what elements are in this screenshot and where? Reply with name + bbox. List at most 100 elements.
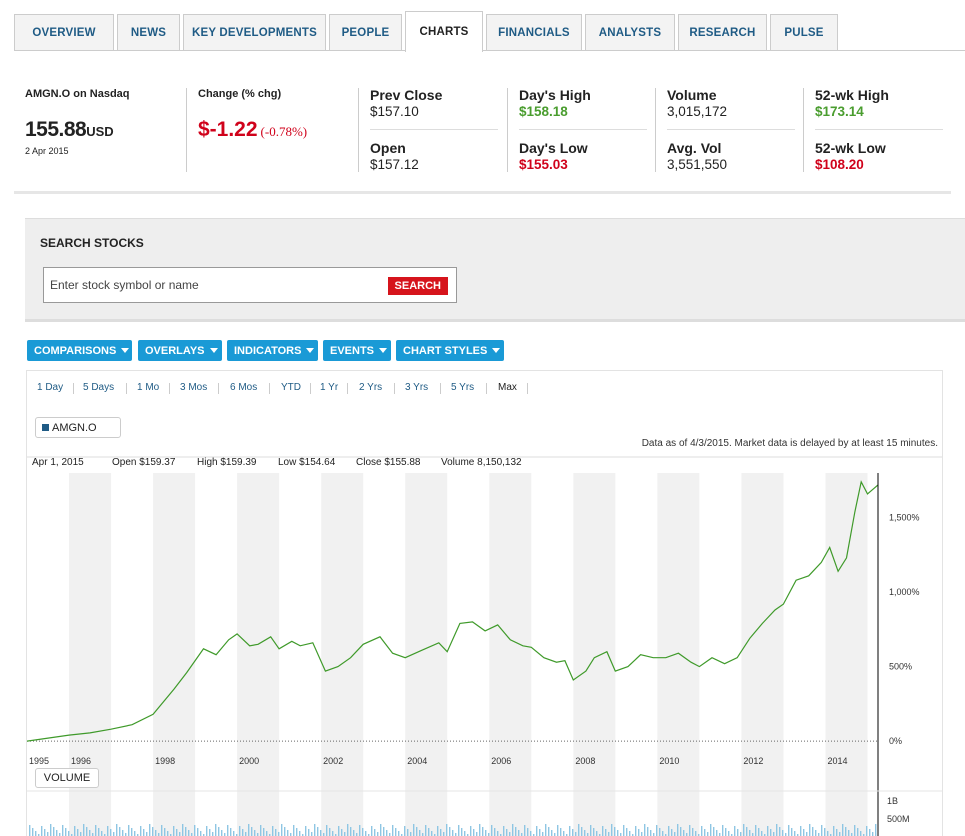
overlays-dropdown[interactable]: OVERLAYS bbox=[138, 340, 222, 361]
tab-analysts[interactable]: ANALYSTS bbox=[585, 14, 675, 50]
range-max[interactable]: Max bbox=[498, 382, 517, 393]
range-5-days[interactable]: 5 Days bbox=[83, 382, 115, 393]
year-bands bbox=[69, 473, 868, 836]
stat-label: Day's High bbox=[519, 87, 591, 103]
range-2-yrs[interactable]: 2 Yrs bbox=[359, 382, 383, 393]
y-tick-label: 1,500% bbox=[889, 513, 920, 523]
volume-bar bbox=[443, 832, 445, 836]
volume-bar bbox=[470, 826, 472, 836]
volume-bar bbox=[233, 831, 235, 836]
volume-bar bbox=[116, 824, 118, 836]
volume-bar bbox=[632, 834, 634, 836]
volume-bar bbox=[869, 829, 871, 836]
volume-bar bbox=[707, 832, 709, 836]
volume-bar bbox=[35, 831, 37, 836]
volume-bar bbox=[518, 830, 520, 836]
events-dropdown[interactable]: EVENTS bbox=[323, 340, 391, 361]
tab-key-developments[interactable]: KEY DEVELOPMENTS bbox=[183, 14, 326, 50]
volume-bar bbox=[179, 832, 181, 836]
stat-separator bbox=[667, 129, 795, 130]
volume-bar bbox=[827, 831, 829, 836]
volume-bar bbox=[530, 831, 532, 836]
volume-bar bbox=[539, 829, 541, 836]
stat-value: 3,015,172 bbox=[667, 104, 728, 119]
search-title: SEARCH STOCKS bbox=[40, 236, 144, 250]
quote-date: 2 Apr 2015 bbox=[25, 146, 69, 156]
volume-bar bbox=[482, 827, 484, 836]
volume-bar bbox=[389, 833, 391, 836]
range-3-yrs[interactable]: 3 Yrs bbox=[405, 382, 429, 393]
range-5-yrs[interactable]: 5 Yrs bbox=[451, 382, 475, 393]
x-tick-label: 2008 bbox=[575, 756, 595, 766]
dropdown-label: OVERLAYS bbox=[145, 344, 205, 357]
range-ytd[interactable]: YTD bbox=[281, 382, 301, 393]
volume-bar bbox=[347, 824, 349, 836]
volume-bar bbox=[257, 833, 259, 836]
volume-bar bbox=[29, 825, 31, 836]
volume-bar bbox=[617, 830, 619, 836]
tab-financials[interactable]: FINANCIALS bbox=[486, 14, 582, 50]
volume-bar bbox=[272, 826, 274, 836]
tab-overview[interactable]: OVERVIEW bbox=[14, 14, 114, 50]
volume-bar bbox=[305, 826, 307, 836]
price-chart[interactable]: 0% 500% 1,000% 1,500% 1995 1996 1998 2000 2002 2… bbox=[27, 371, 942, 836]
volume-bar bbox=[818, 833, 820, 836]
volume-bar bbox=[581, 827, 583, 836]
volume-bar bbox=[512, 824, 514, 836]
volume-bar bbox=[464, 831, 466, 836]
x-tick-label: 2000 bbox=[239, 756, 259, 766]
dropdown-label: EVENTS bbox=[330, 344, 375, 357]
tab-pulse[interactable]: PULSE bbox=[770, 14, 838, 50]
volume-bar bbox=[551, 830, 553, 836]
volume-bar bbox=[281, 824, 283, 836]
volume-bar bbox=[668, 826, 670, 836]
volume-bar bbox=[317, 827, 319, 836]
volume-bar bbox=[785, 833, 787, 836]
indicators-dropdown[interactable]: INDICATORS bbox=[227, 340, 318, 361]
dropdown-label: CHART STYLES bbox=[403, 344, 488, 357]
chart-styles-dropdown[interactable]: CHART STYLES bbox=[396, 340, 504, 361]
tab-charts[interactable]: CHARTS bbox=[405, 11, 483, 52]
volume-bar bbox=[629, 831, 631, 836]
volume-bar bbox=[176, 829, 178, 836]
search-input[interactable] bbox=[50, 276, 380, 294]
volume-bar bbox=[269, 834, 271, 836]
quote-bottom-rule bbox=[14, 191, 951, 194]
range-1-yr[interactable]: 1 Yr bbox=[320, 382, 339, 393]
caret-down-icon bbox=[379, 348, 388, 353]
range-6-mos[interactable]: 6 Mos bbox=[230, 382, 258, 393]
volume-bar bbox=[716, 830, 718, 836]
quote-divider bbox=[186, 88, 187, 172]
year-band bbox=[489, 473, 532, 836]
tab-research[interactable]: RESEARCH bbox=[678, 14, 767, 50]
volume-bar bbox=[197, 828, 199, 836]
volume-bar bbox=[83, 824, 85, 836]
volume-bar bbox=[578, 824, 580, 836]
tab-people[interactable]: PEOPLE bbox=[329, 14, 402, 50]
volume-bar bbox=[674, 832, 676, 836]
volume-bar bbox=[527, 828, 529, 836]
volume-bar bbox=[584, 830, 586, 836]
volume-chip[interactable]: VOLUME bbox=[35, 768, 99, 788]
search-button[interactable]: SEARCH bbox=[387, 277, 448, 295]
volume-bar bbox=[692, 828, 694, 836]
volume-bar bbox=[338, 826, 340, 836]
range-3-mos[interactable]: 3 Mos bbox=[180, 382, 208, 393]
range-1-mo[interactable]: 1 Mo bbox=[137, 382, 160, 393]
stat-52wk-high: 52-wk High $173.14 bbox=[815, 87, 943, 119]
volume-bar bbox=[554, 833, 556, 836]
volume-bar bbox=[299, 831, 301, 836]
volume-bar bbox=[254, 830, 256, 836]
volume-bar bbox=[650, 830, 652, 836]
volume-bar bbox=[398, 831, 400, 836]
stat-separator bbox=[519, 129, 647, 130]
legend-chip-amgn[interactable]: AMGN.O bbox=[35, 417, 121, 438]
x-tick-label: 2002 bbox=[323, 756, 343, 766]
ohlc-date: Apr 1, 2015 bbox=[32, 457, 84, 468]
volume-bar bbox=[101, 831, 103, 836]
volume-bar bbox=[314, 824, 316, 836]
volume-bar bbox=[497, 831, 499, 836]
comparisons-dropdown[interactable]: COMPARISONS bbox=[27, 340, 132, 361]
range-1-day[interactable]: 1 Day bbox=[37, 382, 64, 393]
tab-news[interactable]: NEWS bbox=[117, 14, 180, 50]
